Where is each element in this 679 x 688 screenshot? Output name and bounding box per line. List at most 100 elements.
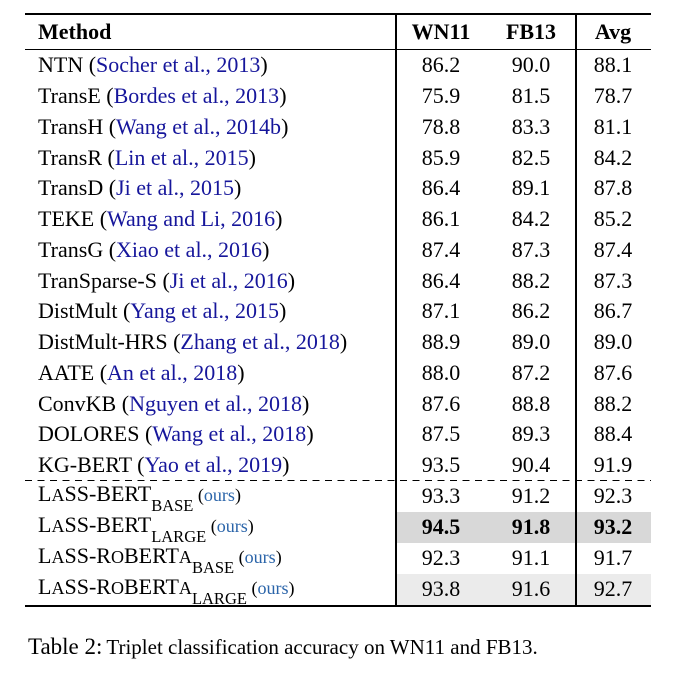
citation-link[interactable]: Lin et al., 2015 xyxy=(114,144,249,170)
citation-link[interactable]: Wang and Li, 2016 xyxy=(107,206,276,232)
method-text: A xyxy=(51,484,65,505)
citation-link[interactable]: Yang et al., 2015 xyxy=(130,298,280,324)
method-cell: LASS-ROBERTALARGE (ours) xyxy=(25,573,395,606)
wn11-cell: 94.5 xyxy=(395,511,487,543)
method-text: SS-BERT xyxy=(64,511,152,537)
avg-cell: 78.7 xyxy=(593,83,633,109)
citation-link[interactable]: Ji et al., 2016 xyxy=(169,267,288,293)
method-cell: TranSparse-S (Ji et al., 2016) xyxy=(25,265,395,296)
method-cell: TransR (Lin et al., 2015) xyxy=(25,142,395,173)
avg-cell: 92.7 xyxy=(575,573,651,605)
wn11-cell: 87.1 xyxy=(421,298,461,324)
wn11-cell: 86.4 xyxy=(421,175,461,201)
fb13-cell: 88.8 xyxy=(511,390,551,416)
fb13-cell: 86.2 xyxy=(511,298,551,324)
citation-link[interactable]: Zhang et al., 2018 xyxy=(180,329,340,355)
method-text: L xyxy=(38,480,52,506)
table-row: AATE (An et al., 2018) 88.0 87.2 87.6 xyxy=(25,358,651,389)
method-cell: AATE (An et al., 2018) xyxy=(25,358,395,389)
method-text: ( xyxy=(246,577,258,598)
caption-text: Triplet classification accuracy on WN11 … xyxy=(106,635,538,659)
method-text: ( xyxy=(234,546,245,567)
method-text: BASE xyxy=(151,495,194,515)
avg-cell: 84.2 xyxy=(593,144,633,170)
wn11-cell: 85.9 xyxy=(421,144,461,170)
wn11-cell: 75.9 xyxy=(421,83,461,109)
ours-tag: ours xyxy=(203,484,235,505)
wn11-cell: 93.3 xyxy=(421,483,461,508)
wn11-cell: 86.1 xyxy=(421,206,461,232)
fb13-cell: 89.3 xyxy=(511,421,551,447)
method-cell: TransH (Wang et al., 2014b) xyxy=(25,112,395,143)
results-table: Method WN11 FB13 Avg NTN (Socher et al.,… xyxy=(25,13,651,607)
method-text: ) xyxy=(288,577,295,598)
method-cell: DistMult (Yang et al., 2015) xyxy=(25,296,395,327)
method-text: ) xyxy=(279,298,287,324)
citation-link[interactable]: Ji et al., 2015 xyxy=(116,175,234,201)
method-cell: LASS-BERTLARGE (ours) xyxy=(25,511,395,546)
wn11-cell: 88.9 xyxy=(421,329,461,355)
method-text: A xyxy=(51,546,65,567)
citation-link[interactable]: An et al., 2018 xyxy=(107,359,238,385)
citation-link[interactable]: Xiao et al., 2016 xyxy=(116,236,263,262)
method-text: ) xyxy=(234,484,241,505)
method-cell: DistMult-HRS (Zhang et al., 2018) xyxy=(25,327,395,358)
method-text: NTN ( xyxy=(38,52,97,78)
header-fb13: FB13 xyxy=(505,19,557,44)
method-text: ) xyxy=(275,546,282,567)
avg-cell: 86.7 xyxy=(593,298,633,324)
fb13-cell: 87.2 xyxy=(511,359,551,385)
method-text: ) xyxy=(279,83,287,109)
method-text: TransR ( xyxy=(38,144,115,170)
avg-cell: 89.0 xyxy=(593,329,633,355)
wn11-cell: 93.5 xyxy=(421,452,461,478)
avg-cell: 88.2 xyxy=(593,390,633,416)
method-text: ) xyxy=(262,236,270,262)
method-text: TransE ( xyxy=(38,83,114,109)
ours-tag: ours xyxy=(216,515,248,536)
method-text: ConvKB ( xyxy=(38,390,130,416)
method-text: L xyxy=(38,573,52,599)
table-row: TransG (Xiao et al., 2016) 87.4 87.3 87.4 xyxy=(25,235,651,266)
citation-link[interactable]: Bordes et al., 2013 xyxy=(113,83,280,109)
wn11-cell: 86.4 xyxy=(421,267,461,293)
method-text: ) xyxy=(339,329,348,355)
method-text: KG-BERT ( xyxy=(38,452,145,478)
citation-link[interactable]: Wang et al., 2014b xyxy=(116,113,282,139)
fb13-cell: 90.4 xyxy=(511,452,551,478)
method-text: DistMult-HRS ( xyxy=(38,329,181,355)
method-text: BERT xyxy=(124,542,179,568)
fb13-cell: 82.5 xyxy=(511,144,551,170)
avg-cell: 93.2 xyxy=(575,511,651,543)
citation-link[interactable]: Nguyen et al., 2018 xyxy=(129,390,302,416)
method-cell: LASS-ROBERTABASE (ours) xyxy=(25,542,395,575)
avg-cell: 88.1 xyxy=(593,52,633,78)
avg-cell: 91.7 xyxy=(593,545,633,570)
avg-cell: 85.2 xyxy=(593,206,633,232)
table-row: LASS-ROBERTALARGE (ours) 93.8 91.6 92.7 xyxy=(25,573,651,606)
avg-cell: 87.3 xyxy=(593,267,633,293)
table-row: TransE (Bordes et al., 2013) 75.9 81.5 78.7 xyxy=(25,81,651,112)
table-row: DistMult (Yang et al., 2015) 87.1 86.2 86.7 xyxy=(25,296,651,327)
method-text: TEKE ( xyxy=(38,206,108,232)
fb13-cell: 91.1 xyxy=(511,545,551,570)
citation-link[interactable]: Socher et al., 2013 xyxy=(96,52,261,78)
wn11-cell: 87.5 xyxy=(421,421,461,447)
fb13-cell: 91.2 xyxy=(511,483,551,508)
ours-tag: ours xyxy=(244,546,276,567)
table-row: ConvKB (Nguyen et al., 2018) 87.6 88.8 88.2 xyxy=(25,388,651,419)
method-text: ) xyxy=(301,390,310,416)
method-text: SS-R xyxy=(64,542,111,568)
method-text: LARGE xyxy=(151,526,207,546)
avg-cell: 91.9 xyxy=(593,452,633,478)
citation-link[interactable]: Yao et al., 2019 xyxy=(144,452,283,478)
table-row: TransR (Lin et al., 2015) 85.9 82.5 84.2 xyxy=(25,142,651,173)
fb13-cell: 89.1 xyxy=(511,175,551,201)
fb13-cell: 83.3 xyxy=(511,113,551,139)
wn11-cell: 88.0 xyxy=(421,359,461,385)
avg-cell: 81.1 xyxy=(593,113,633,139)
method-text: O xyxy=(110,546,124,567)
fb13-cell: 87.3 xyxy=(511,236,551,262)
citation-link[interactable]: Wang et al., 2018 xyxy=(152,421,307,447)
method-cell: TEKE (Wang and Li, 2016) xyxy=(25,204,395,235)
